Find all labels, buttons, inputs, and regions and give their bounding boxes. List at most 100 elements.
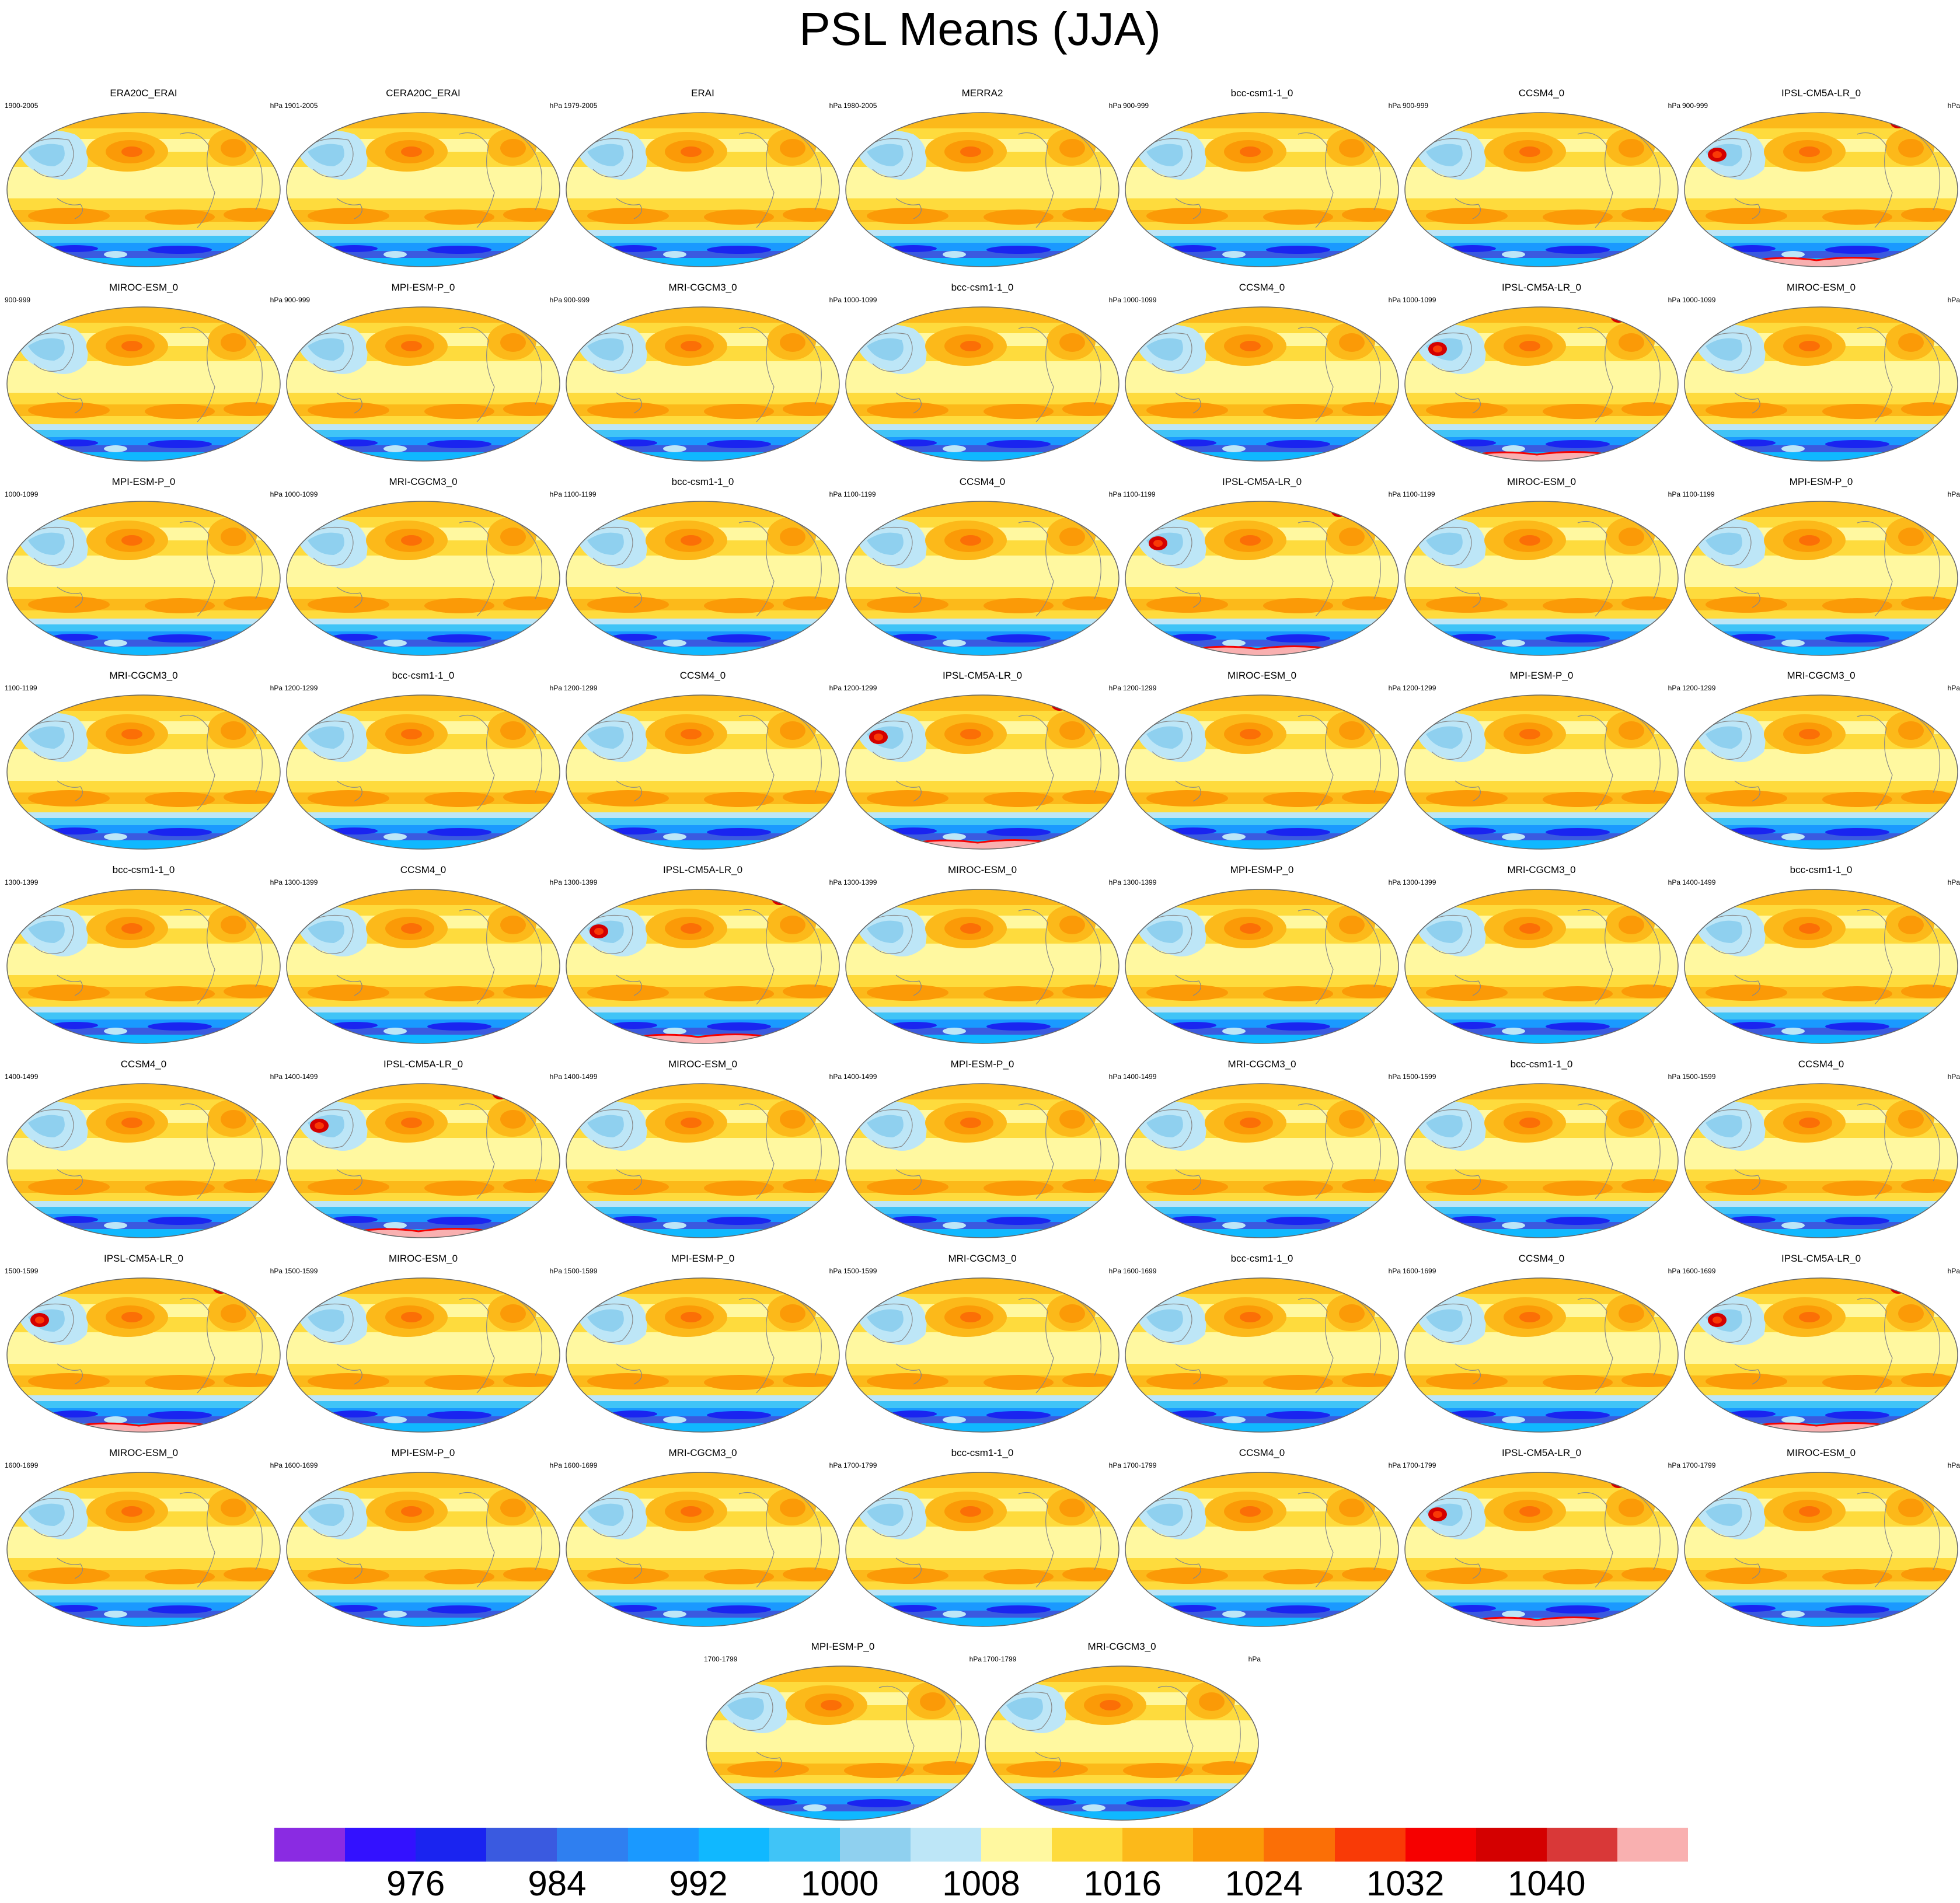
colorbar-box xyxy=(1476,1828,1547,1862)
panel-title: MRI-CGCM3_0 xyxy=(668,282,737,293)
colorbar-tick-label: 1016 xyxy=(1083,1864,1162,1903)
map-panel: bcc-csm1-1_0 1500-1599 hPa xyxy=(1403,1059,1680,1244)
panel-unit: hPa xyxy=(829,1267,842,1275)
map-panel: MIROC-ESM_0 1100-1199 hPa xyxy=(1403,476,1680,662)
map-panel: MPI-ESM-P_0 1300-1399 hPa xyxy=(1123,864,1401,1050)
panel-title: bcc-csm1-1_0 xyxy=(1790,864,1853,875)
panel-title: bcc-csm1-1_0 xyxy=(1230,88,1293,99)
map-panel: MIROC-ESM_0 1400-1499 hPa xyxy=(564,1059,842,1244)
panel-period: 1400-1499 xyxy=(564,1073,598,1081)
panel-period: 1500-1599 xyxy=(843,1267,877,1275)
panel-title: IPSL-CM5A-LR_0 xyxy=(942,670,1023,681)
colorbar-box xyxy=(345,1828,416,1862)
psl-map xyxy=(845,889,1119,1044)
psl-map xyxy=(1684,694,1958,850)
map-panel: MIROC-ESM_0 1700-1799 hPa xyxy=(1682,1447,1960,1633)
map-panel: MPI-ESM-P_0 1600-1699 hPa xyxy=(284,1447,562,1633)
psl-map xyxy=(1684,1472,1958,1627)
psl-map xyxy=(1125,501,1399,656)
panel-unit: hPa xyxy=(270,102,283,110)
panel-period: 1100-1199 xyxy=(843,490,876,498)
panel-title: bcc-csm1-1_0 xyxy=(1510,1059,1573,1070)
map-panel: MRI-CGCM3_0 1700-1799 hPa xyxy=(983,1641,1261,1827)
panel-period: 1300-1399 xyxy=(1123,878,1157,886)
colorbar-box xyxy=(1405,1828,1477,1862)
panel-period: 1900-2005 xyxy=(5,102,39,110)
colorbar-tick-label: 1024 xyxy=(1225,1864,1303,1903)
map-panel: IPSL-CM5A-LR_0 1000-1099 hPa xyxy=(1403,282,1680,467)
panel-title: ERA20C_ERAI xyxy=(110,88,177,99)
map-panel: IPSL-CM5A-LR_0 1300-1399 hPa xyxy=(564,864,842,1050)
panel-period: 1400-1499 xyxy=(5,1073,39,1081)
panel-unit: hPa xyxy=(969,1655,982,1663)
map-panel: MPI-ESM-P_0 1000-1099 hPa xyxy=(5,476,283,662)
panel-period: 1000-1099 xyxy=(284,490,318,498)
panel-unit: hPa xyxy=(1388,490,1401,498)
colorbar-box xyxy=(1264,1828,1335,1862)
map-panel: ERA20C_ERAI 1900-2005 hPa xyxy=(5,88,283,273)
panel-period: 1700-1799 xyxy=(1682,1461,1716,1469)
map-panel: MRI-CGCM3_0 1200-1299 hPa xyxy=(1682,670,1960,856)
panel-period: 1000-1099 xyxy=(843,296,877,304)
colorbar-box xyxy=(1334,1828,1406,1862)
colorbar-box xyxy=(769,1828,841,1862)
panel-unit: hPa xyxy=(1108,878,1121,886)
panel-unit: hPa xyxy=(1668,296,1680,304)
colorbar-box xyxy=(1122,1828,1194,1862)
panel-title: CCSM4_0 xyxy=(400,864,447,875)
panel-title: MRI-CGCM3_0 xyxy=(668,1447,737,1458)
psl-map xyxy=(1684,889,1958,1044)
panel-unit: hPa xyxy=(1388,1267,1401,1275)
psl-map xyxy=(566,694,840,850)
map-panel: MPI-ESM-P_0 1200-1299 hPa xyxy=(1403,670,1680,856)
psl-map xyxy=(6,1277,281,1433)
psl-map xyxy=(1684,1277,1958,1433)
psl-map xyxy=(286,1277,560,1433)
colorbar-box xyxy=(1052,1828,1123,1862)
map-panel: bcc-csm1-1_0 1400-1499 hPa xyxy=(1682,864,1960,1050)
map-panel: MPI-ESM-P_0 1700-1799 hPa xyxy=(704,1641,982,1827)
panel-title: MIROC-ESM_0 xyxy=(388,1253,458,1264)
psl-map xyxy=(845,1083,1119,1238)
panel-title: MRI-CGCM3_0 xyxy=(109,670,178,681)
panel-period: 1400-1499 xyxy=(843,1073,877,1081)
psl-map xyxy=(566,1472,840,1627)
map-panel: MERRA2 1980-2005 hPa xyxy=(843,88,1121,273)
panel-title: MIROC-ESM_0 xyxy=(109,1447,179,1458)
map-panel: MIROC-ESM_0 1000-1099 hPa xyxy=(1682,282,1960,467)
psl-map xyxy=(1684,112,1958,267)
map-panel: ERAI 1979-2005 hPa xyxy=(564,88,842,273)
panel-title: MIROC-ESM_0 xyxy=(1786,282,1856,293)
panel-title: MRI-CGCM3_0 xyxy=(389,476,458,487)
panel-unit: hPa xyxy=(829,1073,842,1081)
panel-unit: hPa xyxy=(1947,296,1960,304)
map-panel: CCSM4_0 1300-1399 hPa xyxy=(284,864,562,1050)
panel-period: 1000-1099 xyxy=(1403,296,1436,304)
colorbar-box xyxy=(486,1828,557,1862)
map-panel: bcc-csm1-1_0 1700-1799 hPa xyxy=(843,1447,1121,1633)
panel-unit: hPa xyxy=(1248,1655,1261,1663)
map-panel: bcc-csm1-1_0 1300-1399 hPa xyxy=(5,864,283,1050)
psl-map xyxy=(1684,1083,1958,1238)
panel-period: 1600-1699 xyxy=(284,1461,318,1469)
panel-unit: hPa xyxy=(1388,102,1401,110)
panel-title: MIROC-ESM_0 xyxy=(947,864,1017,875)
panel-title: MIROC-ESM_0 xyxy=(668,1059,738,1070)
panel-period: 1100-1199 xyxy=(564,490,597,498)
psl-map xyxy=(1125,1472,1399,1627)
panel-period: 1700-1799 xyxy=(704,1655,738,1663)
panel-period: 1500-1599 xyxy=(1403,1073,1436,1081)
panel-title: IPSL-CM5A-LR_0 xyxy=(383,1059,463,1070)
panel-period: 1400-1499 xyxy=(1682,878,1716,886)
panel-title: CCSM4_0 xyxy=(1518,1253,1565,1264)
map-panel: bcc-csm1-1_0 1000-1099 hPa xyxy=(843,282,1121,467)
panel-unit: hPa xyxy=(1668,102,1680,110)
panel-period: 1000-1099 xyxy=(1123,296,1157,304)
map-panel: MPI-ESM-P_0 900-999 hPa xyxy=(284,282,562,467)
panel-unit: hPa xyxy=(549,296,562,304)
psl-map xyxy=(1404,1277,1679,1433)
panel-period: 1600-1699 xyxy=(1682,1267,1716,1275)
psl-map xyxy=(1684,306,1958,462)
panel-title: IPSL-CM5A-LR_0 xyxy=(103,1253,184,1264)
